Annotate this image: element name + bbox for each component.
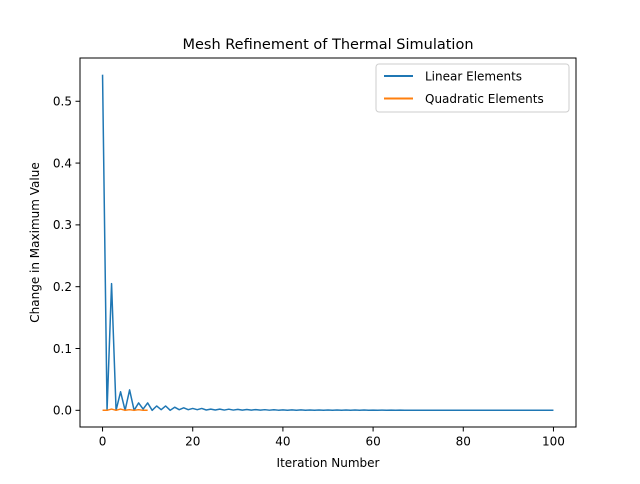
x-axis-label: Iteration Number (277, 456, 380, 470)
y-tick-label: 0.3 (53, 218, 72, 232)
series-line-0 (101, 74, 554, 412)
x-tick-label: 40 (275, 435, 290, 449)
x-tick-label: 100 (542, 435, 565, 449)
y-axis-label: Change in Maximum Value (28, 162, 42, 322)
series-layer (101, 74, 554, 412)
y-tick-label: 0.0 (53, 404, 72, 418)
y-axis-ticks: 0.0 0.1 0.2 0.3 0.4 0.5 (53, 95, 80, 418)
x-tick-label: 60 (365, 435, 380, 449)
legend-label-linear-elements: Linear Elements (425, 70, 522, 84)
y-tick-label: 0.4 (53, 156, 72, 170)
chart-title: Mesh Refinement of Thermal Simulation (182, 37, 473, 53)
legend-label-quadratic-elements: Quadratic Elements (425, 92, 544, 106)
y-tick-label: 0.5 (53, 95, 72, 109)
plot-frame (79, 57, 577, 428)
y-tick-label: 0.1 (53, 342, 72, 356)
x-axis-ticks: 0 20 40 60 80 100 (99, 427, 565, 449)
series-line-1 (102, 408, 148, 412)
y-tick-label: 0.2 (53, 280, 72, 294)
legend-frame (375, 63, 570, 113)
x-tick-label: 0 (99, 435, 107, 449)
x-tick-label: 20 (185, 435, 200, 449)
x-tick-label: 80 (456, 435, 471, 449)
legend: Linear Elements Quadratic Elements (375, 63, 570, 113)
